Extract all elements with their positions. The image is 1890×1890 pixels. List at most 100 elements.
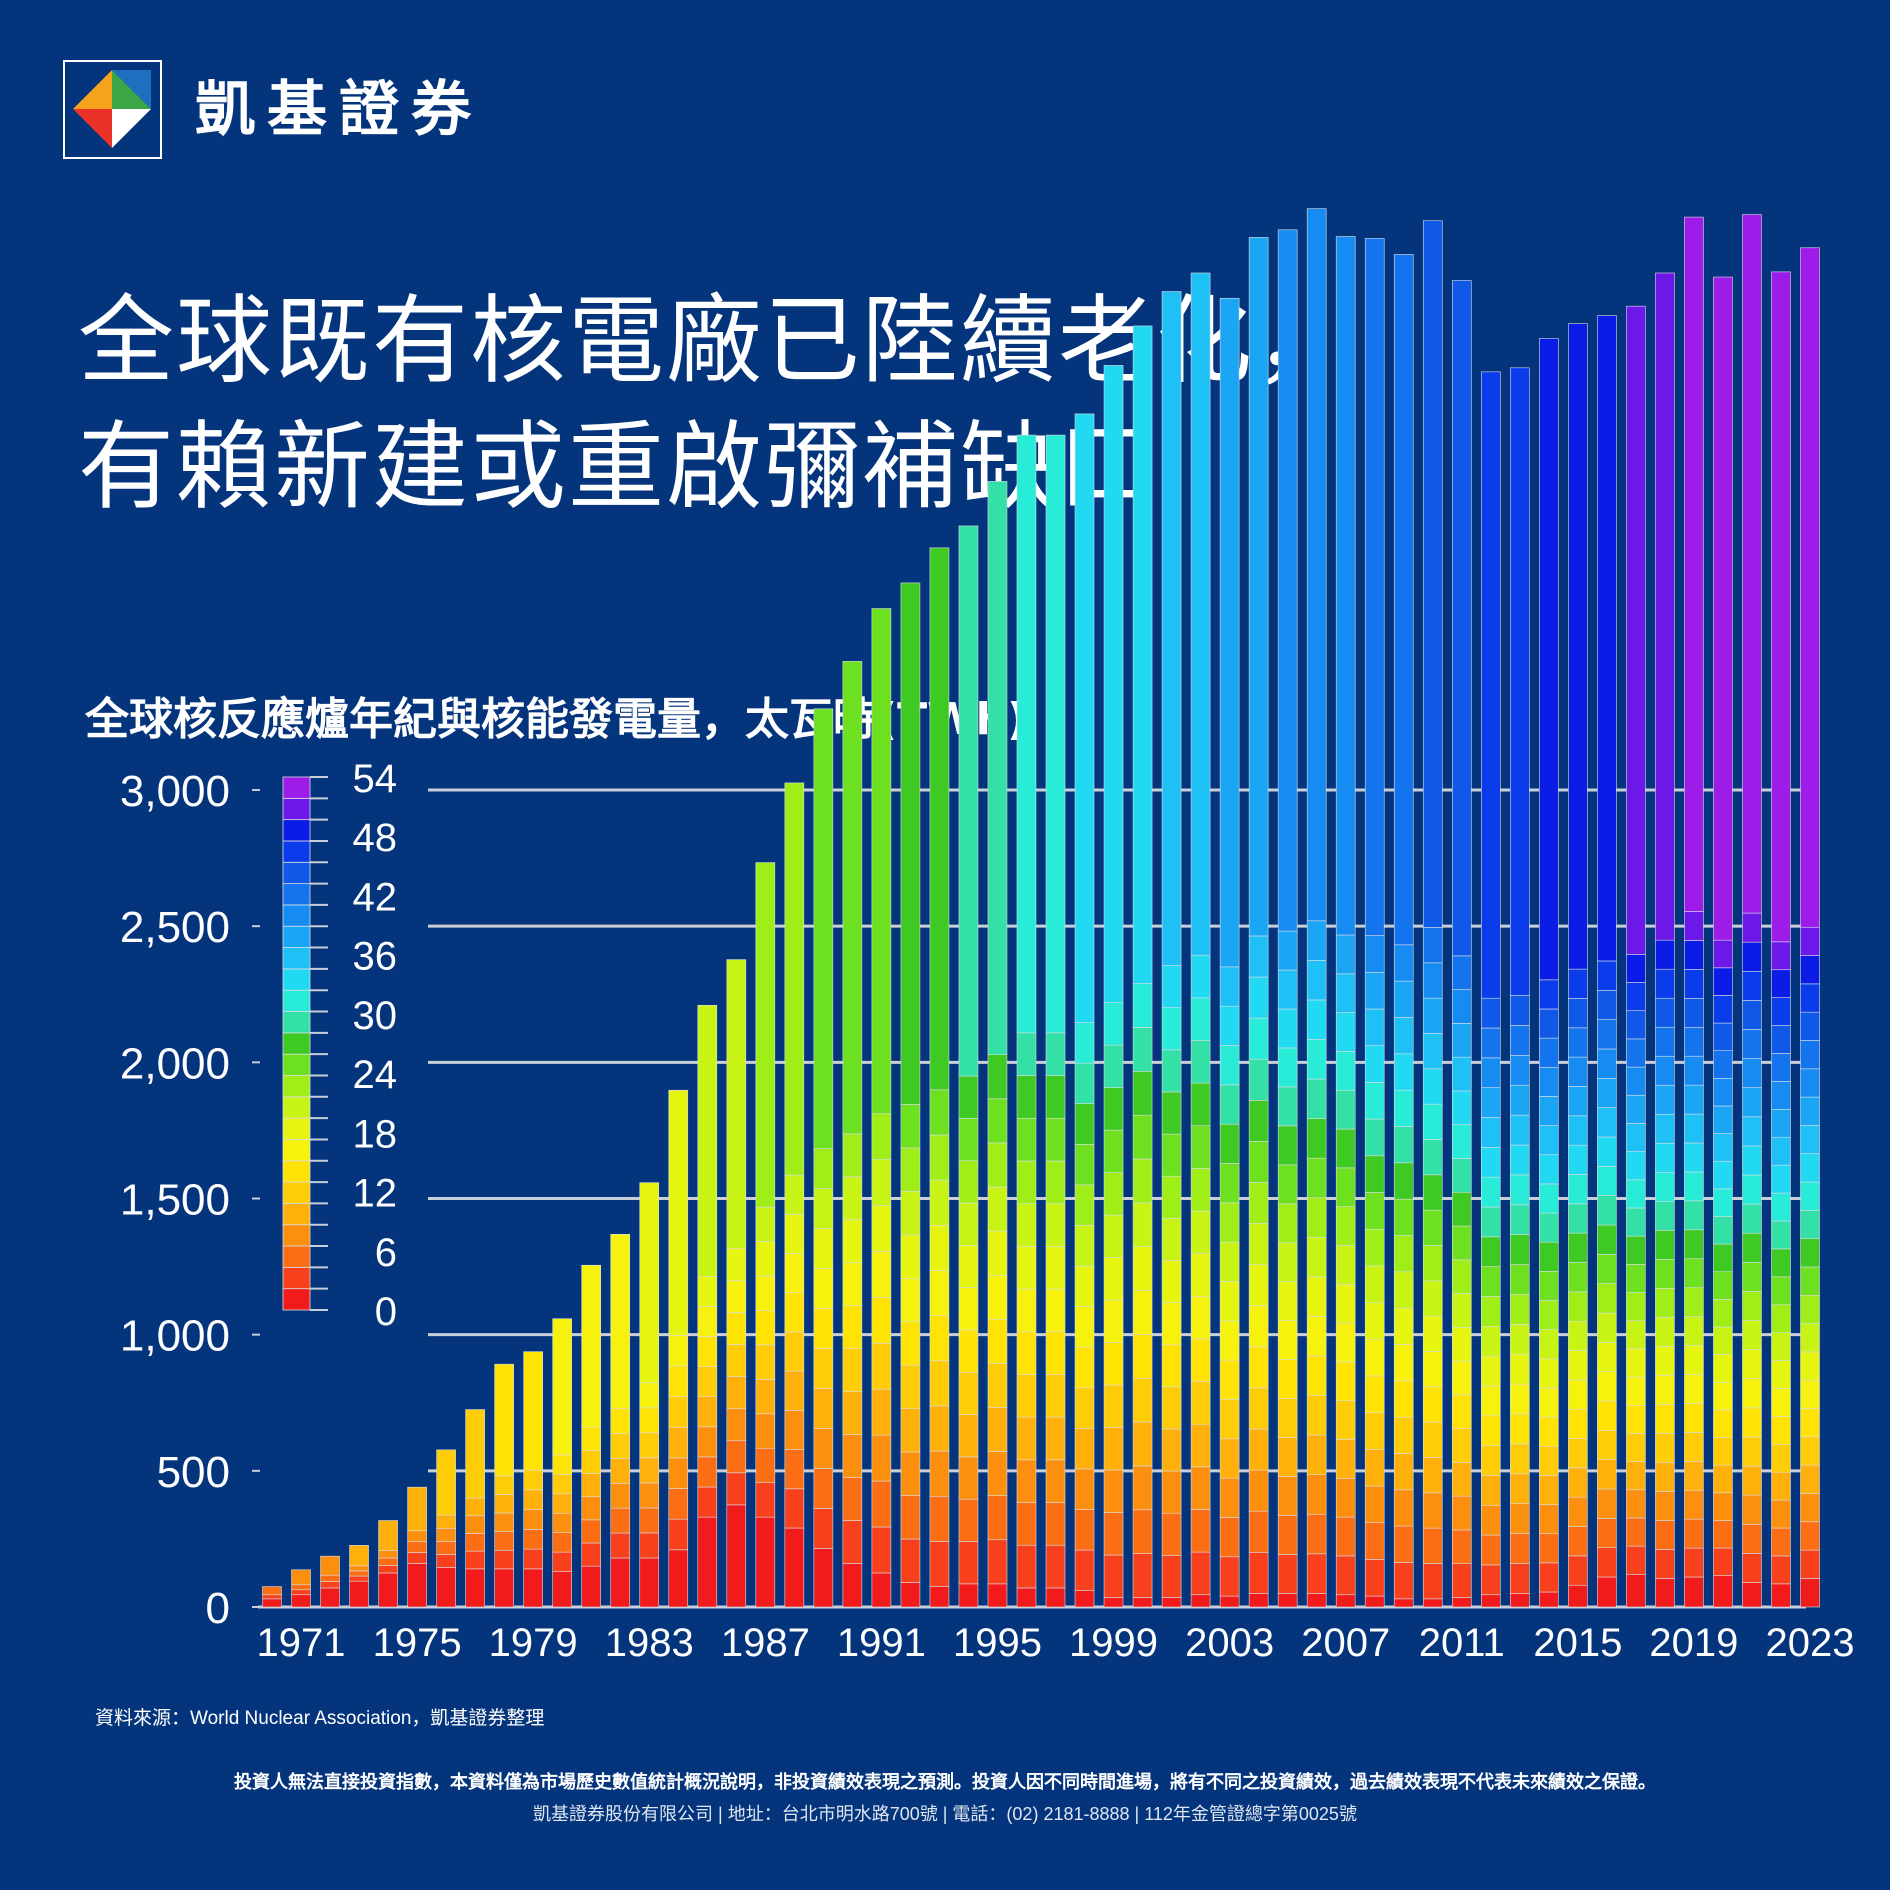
bar-segment [755,1241,776,1277]
bar-2020 [1713,276,1733,1608]
bar-segment [1016,1203,1037,1247]
bar-segment [1451,1428,1472,1463]
bar-2002 [1190,272,1211,1608]
bar-segment [1742,912,1762,943]
bar-segment [1655,1084,1675,1115]
bar-segment [436,1554,456,1568]
bar-segment [668,1396,689,1428]
bar-segment [1451,1529,1472,1564]
bar-segment [900,1364,921,1409]
bar-segment [1568,1350,1588,1381]
company-info: 凱基證券股份有限公司 | 地址：台北市明水路700號 | 電話：(02) 218… [533,1804,1357,1824]
bar-segment [1800,1238,1820,1268]
bar-segment [1568,1056,1588,1087]
bar-segment [1306,1157,1327,1199]
bar-segment [1655,1026,1675,1057]
bar-segment [1626,305,1646,955]
colorbar-swatch [282,968,311,991]
bar-segment [1510,1234,1530,1265]
bar-segment [1074,1144,1095,1186]
bar-segment [1190,954,1211,999]
bar-segment [958,1287,979,1331]
bar-segment [726,959,747,1249]
bar-1999 [1103,365,1124,1608]
bar-segment [523,1568,543,1608]
bar-segment [1451,955,1472,990]
bar-segment [1800,1323,1820,1353]
bar-segment [1597,1166,1617,1196]
bar-segment [407,1486,427,1532]
bar-segment [1655,997,1675,1028]
bar-segment [1393,1453,1414,1491]
bar-segment [1510,1174,1530,1206]
bar-1989 [813,708,834,1608]
bar-segment [1393,1416,1414,1454]
bar-segment [1190,1594,1211,1608]
bar-2007 [1335,236,1356,1608]
bar-segment [813,1188,834,1229]
bar-2023 [1800,247,1820,1608]
bar-segment [1480,1475,1501,1506]
bar-segment [1800,247,1820,928]
colorbar-swatch [282,797,311,821]
chart-title: 全球核反應爐年紀與核能發電量，太瓦時(TWh) [85,694,1028,745]
bar-segment [1306,1078,1327,1119]
bar-segment [1568,1408,1588,1439]
bar-segment [1045,1502,1066,1546]
bar-segment [1597,989,1617,1020]
bar-segment [1771,1276,1791,1306]
bar-segment [1684,1287,1704,1317]
bar-segment [1510,1084,1530,1116]
bar-segment [1713,1299,1733,1328]
bar-segment [1800,1153,1820,1183]
bar-segment [1568,1174,1588,1205]
bar-segment [958,525,979,1077]
bar-segment [1335,1361,1356,1402]
bar-segment [1480,1594,1501,1608]
bar-segment [1480,1326,1501,1357]
bar-segment [784,1213,805,1254]
bar-segment [291,1569,311,1586]
bar-segment [1539,1300,1559,1330]
bar-segment [871,1388,892,1436]
bar-segment [1597,1254,1617,1284]
bar-1974 [378,1520,398,1608]
bar-1972 [320,1555,340,1608]
x-tick-label: 1991 [837,1621,926,1665]
bar-segment [320,1555,340,1576]
bar-segment [726,1312,747,1345]
bar-segment [668,1457,689,1489]
bar-segment [1248,1346,1269,1389]
bar-segment [1626,1264,1646,1293]
bar-segment [1422,1457,1443,1494]
bar-segment [1103,1002,1124,1046]
bar-segment [1306,1118,1327,1159]
bar-segment [610,1557,631,1608]
bar-segment [726,1472,747,1506]
bar-segment [1480,1266,1501,1297]
bar-segment [1539,1241,1559,1272]
x-tick-label: 1979 [489,1621,578,1665]
bar-segment [871,1113,892,1160]
bar-segment [1480,1534,1501,1566]
bar-segment [1335,1206,1356,1246]
bar-segment [1132,1290,1153,1335]
bar-segment [1364,1045,1385,1083]
bar-segment [1742,941,1762,972]
bar-segment [1132,1114,1153,1160]
bar-segment [1016,434,1037,1034]
bar-segment [1713,1492,1733,1521]
bar-segment [1248,1223,1269,1265]
bar-segment [1597,1283,1617,1314]
bar-segment [1016,1374,1037,1418]
bar-segment [1074,1590,1095,1608]
bar-segment [1597,1312,1617,1343]
bar-segment [1393,1344,1414,1382]
bar-segment [1045,1459,1066,1503]
x-tick-label: 1999 [1069,1621,1158,1665]
bar-segment [784,1488,805,1529]
bar-segment [1161,1555,1182,1598]
bar-segment [581,1264,602,1428]
bar-segment [581,1519,602,1544]
bar-segment [668,1488,689,1520]
